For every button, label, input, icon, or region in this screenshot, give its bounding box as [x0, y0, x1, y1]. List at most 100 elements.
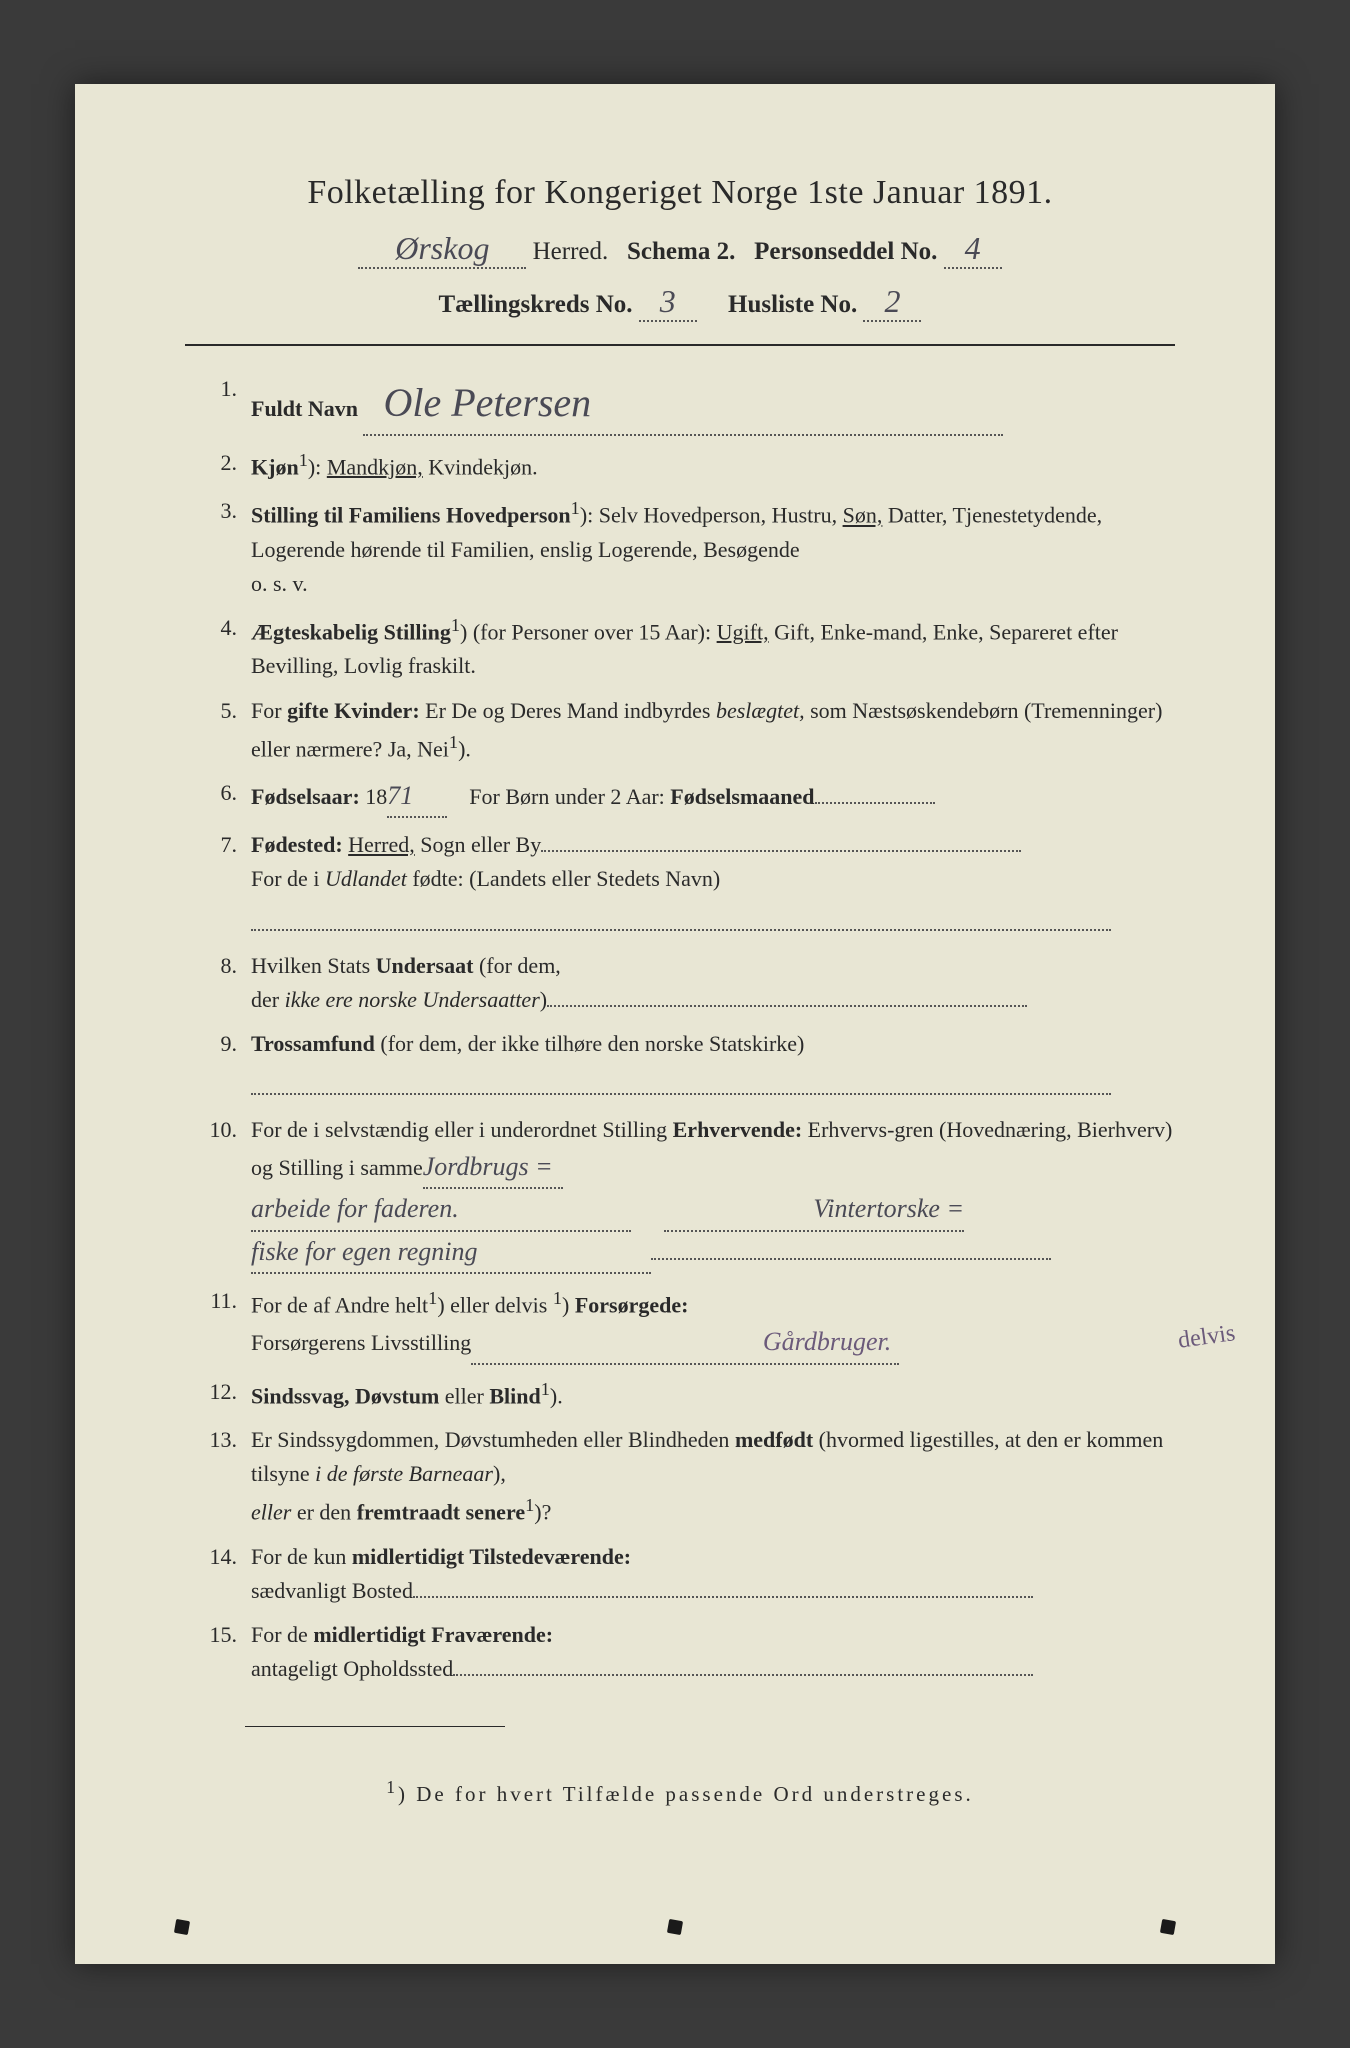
census-form-page: Folketælling for Kongeriget Norge 1ste J…	[75, 84, 1275, 1964]
text: (for dem,	[473, 953, 560, 978]
option-selected: Søn,	[843, 503, 883, 528]
text: eller delvis	[445, 1292, 553, 1317]
item-num: 11.	[185, 1284, 251, 1365]
label: Fødselsmaaned	[670, 784, 814, 809]
text: (for Personer over 15 Aar):	[467, 619, 716, 644]
item-num: 15.	[185, 1618, 251, 1686]
label: Erhvervende:	[673, 1117, 803, 1142]
blank	[453, 1674, 1033, 1676]
text: ikke ere norske Undersaatter	[285, 987, 540, 1012]
text: antageligt Opholdssted	[251, 1656, 453, 1681]
text: (for dem, der ikke tilhøre den norske St…	[375, 1031, 804, 1056]
hole-icon	[667, 1919, 683, 1935]
header-line-2: Ørskog Herred. Schema 2. Personseddel No…	[185, 230, 1175, 269]
text: For de kun	[251, 1544, 352, 1569]
footnote-rule	[245, 1726, 505, 1727]
label: Stilling til Familiens Hovedperson	[251, 503, 571, 528]
sup: 1	[299, 450, 308, 470]
item-14: 14. For de kun midlertidigt Tilstedevære…	[185, 1540, 1175, 1608]
label: Trossamfund	[251, 1031, 375, 1056]
blank	[251, 929, 1111, 931]
text: )	[437, 1292, 444, 1317]
hw-value: Jordbrugs =	[423, 1152, 553, 1181]
text: Udlandet	[325, 866, 407, 891]
schema-label: Schema 2.	[627, 238, 735, 265]
hw-value: arbeide for faderen.	[251, 1194, 459, 1223]
item-num: 14.	[185, 1540, 251, 1608]
item-6: 6. Fødselsaar: 1871 For Børn under 2 Aar…	[185, 776, 1175, 818]
label: midlertidigt Tilstedeværende:	[352, 1544, 631, 1569]
page-title: Folketælling for Kongeriget Norge 1ste J…	[185, 174, 1175, 212]
item-12: 12. Sindssvag, Døvstum eller Blind1).	[185, 1375, 1175, 1413]
item-7: 7. Fødested: Herred, Sogn eller By For d…	[185, 828, 1175, 896]
item-5: 5. For gifte Kvinder: Er De og Deres Man…	[185, 694, 1175, 767]
text: o. s. v.	[251, 571, 308, 596]
text: Forsørgerens Livsstilling	[251, 1330, 471, 1355]
label: medfødt	[735, 1427, 813, 1452]
text: eller	[251, 1500, 291, 1525]
punch-holes	[75, 1920, 1275, 1934]
item-num: 12.	[185, 1375, 251, 1413]
label: Sindssvag, Døvstum	[251, 1383, 439, 1408]
label: Blind	[489, 1383, 540, 1408]
text: For de	[251, 1622, 313, 1647]
divider	[185, 344, 1175, 346]
text: For de i	[251, 866, 325, 891]
label: Undersaat	[376, 953, 474, 978]
item-num: 8.	[185, 949, 251, 1017]
kreds-value: 3	[660, 283, 676, 319]
text: Hvilken Stats	[251, 953, 376, 978]
sup: 1	[428, 1288, 437, 1308]
hw-value: Gårdbruger.	[763, 1327, 891, 1356]
item-num: 10.	[185, 1113, 251, 1274]
sup: 1	[525, 1495, 534, 1515]
blank	[541, 850, 1021, 852]
sup: 1	[386, 1777, 398, 1797]
text: ):	[580, 503, 593, 528]
label: Forsørgede:	[575, 1292, 689, 1317]
label: Ægteskabelig Stilling	[251, 619, 451, 644]
item-15: 15. For de midlertidigt Fraværende: anta…	[185, 1618, 1175, 1686]
item-4: 4. Ægteskabelig Stilling1) (for Personer…	[185, 611, 1175, 684]
text: eller	[439, 1383, 489, 1408]
text: fødte: (Landets eller Stedets Navn)	[407, 866, 720, 891]
item-2: 2. Kjøn1): Mandkjøn, Kvindekjøn.	[185, 446, 1175, 484]
text: )	[562, 1292, 569, 1317]
sup: 1	[449, 732, 458, 752]
label: Fødested:	[251, 832, 343, 857]
text: ).	[550, 1383, 563, 1408]
personseddel-value: 4	[965, 230, 981, 266]
label: Fuldt Navn	[251, 396, 358, 421]
form-items: 1. Fuldt Navn Ole Petersen 2. Kjøn1): Ma…	[185, 372, 1175, 1686]
item-num: 6.	[185, 776, 251, 818]
header-line-3: Tællingskreds No. 3 Husliste No. 2	[185, 283, 1175, 322]
text: Er Sindssygdommen, Døvstumheden eller Bl…	[251, 1427, 735, 1452]
item-num: 13.	[185, 1423, 251, 1530]
option-selected: Herred,	[348, 832, 415, 857]
blank	[651, 1258, 1051, 1260]
margin-annotation: delvis	[1176, 1320, 1237, 1355]
item-num: 9.	[185, 1027, 251, 1061]
blank	[251, 1093, 1111, 1095]
text: Sogn eller By	[415, 832, 542, 857]
option-selected: Mandkjøn,	[327, 454, 423, 479]
name-value: Ole Petersen	[383, 380, 591, 425]
husliste-value: 2	[884, 283, 900, 319]
text: For de af Andre helt	[251, 1292, 428, 1317]
herred-value: Ørskog	[395, 230, 489, 266]
item-num: 7.	[185, 828, 251, 896]
sup: 1	[553, 1288, 562, 1308]
text: i de første Barneaar	[315, 1461, 493, 1486]
blank	[547, 1005, 1027, 1007]
text: ).	[458, 736, 471, 761]
label: Fødselsaar:	[251, 784, 360, 809]
item-11: 11. For de af Andre helt1) eller delvis …	[185, 1284, 1175, 1365]
item-num: 3.	[185, 494, 251, 601]
footnote-text: ) De for hvert Tilfælde passende Ord und…	[398, 1782, 974, 1806]
text: Er De og Deres Mand indbyrdes	[420, 698, 716, 723]
hw-value: fiske for egen regning	[251, 1237, 477, 1266]
text: Selv Hovedperson, Hustru,	[599, 503, 843, 528]
text: er den	[291, 1500, 356, 1525]
item-10: 10. For de i selvstændig eller i underor…	[185, 1113, 1175, 1274]
item-9: 9. Trossamfund (for dem, der ikke tilhør…	[185, 1027, 1175, 1061]
